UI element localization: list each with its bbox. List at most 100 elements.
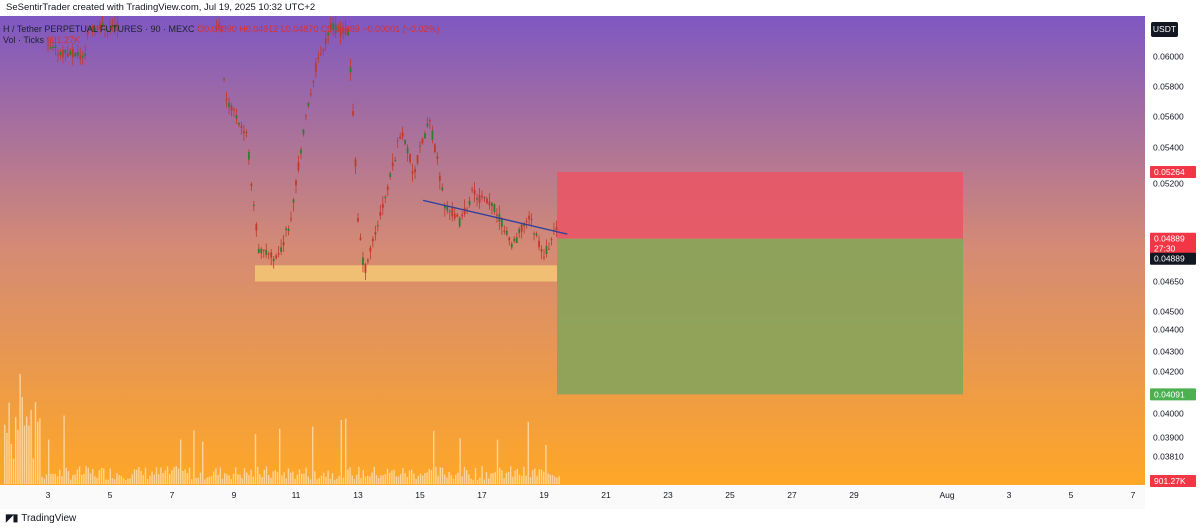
volume-bar: [111, 477, 114, 484]
volume-bar: [67, 471, 70, 484]
volume-bar: [386, 468, 389, 484]
candle-body: [357, 218, 359, 222]
candle-body: [523, 223, 526, 227]
volume-bar: [76, 469, 78, 484]
candle-body: [243, 131, 245, 134]
volume-bar: [246, 472, 248, 484]
zones: [255, 171, 963, 395]
volume-bar: [140, 471, 142, 484]
candle-body: [96, 25, 99, 30]
candle-body: [535, 233, 538, 236]
volume-bar: [37, 421, 39, 484]
volume-bar: [219, 467, 221, 484]
volume-bar: [303, 473, 305, 484]
volume-bar: [261, 477, 263, 484]
price-axis: 0.06000 0.05800 0.05600 0.05400 0.05200 0.048…: [1150, 52, 1196, 487]
candle-body: [426, 123, 429, 127]
volume-value: 901.27K: [46, 35, 81, 45]
candle-body: [228, 102, 230, 108]
candle-body: [111, 25, 114, 27]
volume-bar: [12, 458, 15, 484]
candle-body: [491, 202, 493, 207]
volume-bar: [283, 472, 285, 484]
volume-bar: [45, 474, 48, 484]
volume-bar: [248, 475, 250, 484]
volume-bar: [188, 467, 191, 484]
volume-bar: [270, 477, 272, 484]
volume-bar: [118, 475, 120, 484]
candle-body: [486, 198, 488, 204]
volume-bar: [276, 471, 279, 484]
volume-bar: [252, 476, 254, 484]
volume-bar: [169, 474, 171, 484]
volume-bar: [213, 471, 215, 484]
volume-bar: [516, 468, 518, 484]
time-tick-label: 9: [232, 490, 237, 500]
candle-body: [314, 62, 317, 73]
volume-bar: [424, 473, 426, 484]
volume-bar: [512, 476, 514, 484]
volume-bar: [536, 475, 538, 484]
candle-body: [57, 54, 59, 56]
volume-bar: [523, 466, 525, 484]
price-chart[interactable]: 0.06000 0.05800 0.05600 0.05400 0.05200 0.048…: [0, 16, 1200, 509]
volume-bar: [342, 477, 345, 484]
candle-body: [441, 187, 444, 191]
candle-body: [309, 93, 312, 95]
candle-body: [329, 23, 332, 30]
volume-bar: [52, 473, 54, 484]
candle-body: [515, 237, 518, 243]
volume-bar: [48, 439, 50, 484]
volume-bar: [296, 474, 298, 484]
volume-bar: [87, 467, 89, 484]
time-tick-label: 25: [725, 490, 735, 500]
candle-body: [453, 213, 456, 219]
volume-bar: [131, 474, 133, 484]
volume-bar: [417, 476, 419, 484]
volume-bar: [136, 469, 138, 484]
currency-badge[interactable]: USDT: [1151, 22, 1178, 37]
candle-body: [267, 253, 270, 255]
candle-body: [230, 105, 233, 111]
candle-body: [247, 151, 250, 160]
volume-bar: [294, 478, 296, 484]
change-value: −0.00001 (−0.02%): [362, 24, 440, 34]
volume-bar: [314, 471, 316, 484]
volume-bar: [551, 474, 554, 484]
volume-bar: [485, 472, 488, 484]
candle-body: [488, 201, 491, 206]
candle-body: [275, 255, 278, 259]
volume-bar: [450, 475, 452, 484]
candle-body: [352, 111, 354, 115]
candle-body: [404, 139, 407, 145]
candle-body: [324, 38, 327, 44]
candle-body: [448, 211, 451, 213]
volume-bar: [41, 476, 43, 484]
candles: [47, 16, 558, 280]
candle-body: [61, 50, 64, 57]
volume-bar: [89, 473, 92, 484]
volume-bar: [470, 478, 472, 484]
volume-bar: [356, 474, 358, 484]
volume-bar: [490, 473, 492, 484]
volume-bar: [305, 467, 307, 484]
volume-bar: [534, 468, 536, 484]
candle-body: [292, 199, 295, 203]
price-label: 0.05264: [1154, 167, 1185, 177]
candle-body: [555, 227, 558, 230]
volume-bar: [391, 470, 393, 484]
volume-bar: [21, 397, 23, 484]
volume-bar: [138, 466, 140, 484]
volume-legend: Vol · Ticks 901.27K: [3, 35, 80, 45]
volume-bar: [364, 476, 367, 484]
volume-bar: [404, 473, 406, 484]
volume-bar: [235, 467, 237, 484]
candle-body: [495, 214, 498, 216]
candle-body: [250, 183, 253, 186]
time-tick-label: 23: [663, 490, 673, 500]
tradingview-logo[interactable]: ◤▮ TradingView: [6, 513, 76, 524]
candle-body: [272, 258, 275, 262]
time-tick-label: 21: [601, 490, 611, 500]
candle-body: [359, 237, 362, 240]
candle-body: [468, 200, 471, 205]
